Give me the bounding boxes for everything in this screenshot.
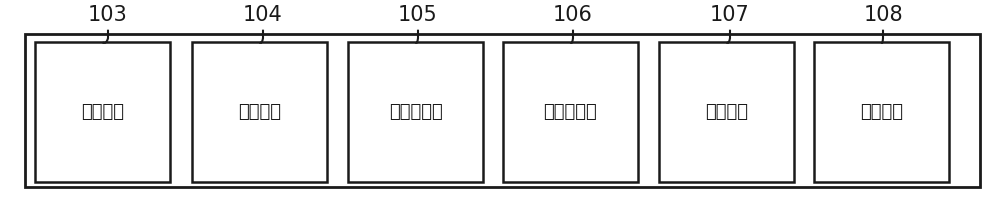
Bar bbox=[348, 42, 483, 182]
Text: 后右声道: 后右声道 bbox=[81, 103, 124, 121]
Text: 108: 108 bbox=[863, 5, 903, 25]
Bar bbox=[814, 42, 949, 182]
Text: 前左声道: 前左声道 bbox=[860, 103, 903, 121]
Text: 重低音声道: 重低音声道 bbox=[544, 103, 597, 121]
Text: 104: 104 bbox=[243, 5, 283, 25]
Text: 105: 105 bbox=[398, 5, 438, 25]
Text: 107: 107 bbox=[710, 5, 750, 25]
Bar bbox=[35, 42, 170, 182]
Text: 103: 103 bbox=[88, 5, 128, 25]
Bar bbox=[503, 42, 638, 182]
Text: 106: 106 bbox=[553, 5, 593, 25]
Text: 前右声道: 前右声道 bbox=[238, 103, 281, 121]
Text: 重低音声道: 重低音声道 bbox=[389, 103, 442, 121]
Bar bbox=[25, 34, 980, 187]
Bar bbox=[659, 42, 794, 182]
Bar bbox=[192, 42, 327, 182]
Text: 后左声道: 后左声道 bbox=[705, 103, 748, 121]
